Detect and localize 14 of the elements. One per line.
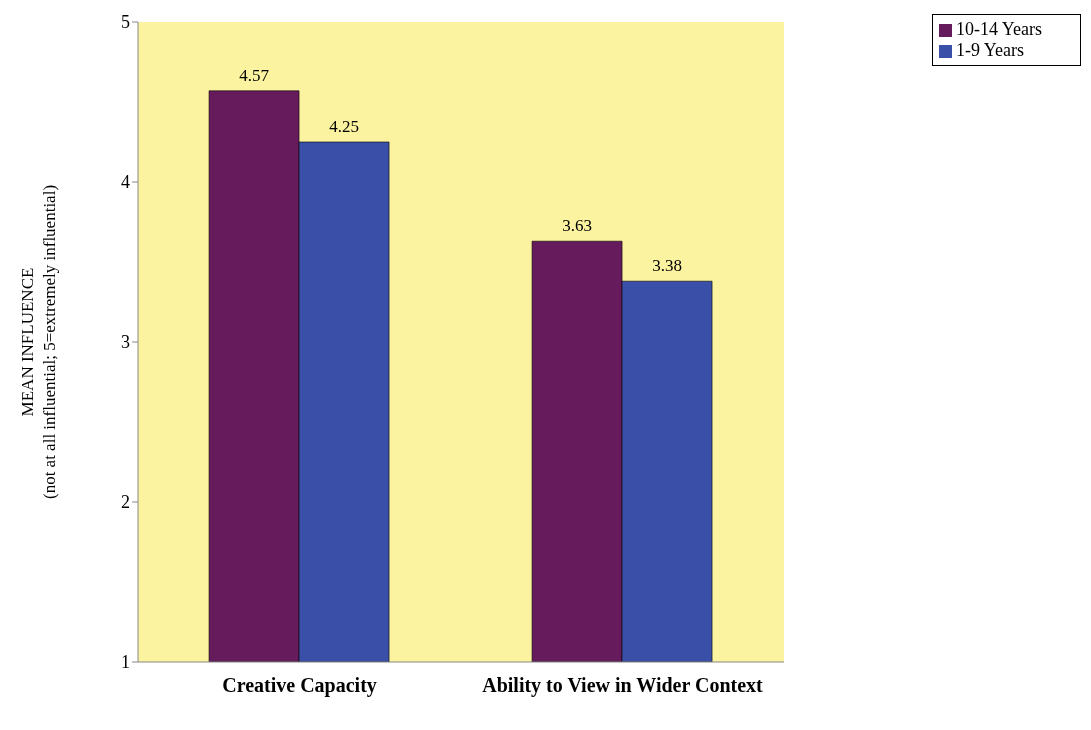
data-label: 3.63 xyxy=(562,216,592,236)
data-label: 3.38 xyxy=(652,256,682,276)
x-tick-label: Ability to View in Wider Context xyxy=(482,674,764,698)
data-label: 4.57 xyxy=(239,65,270,85)
y-tick-label: 5 xyxy=(121,12,130,33)
y-axis-title: MEAN INFLUENCE (not at all influential; 5=extremely influential) xyxy=(18,184,59,500)
data-label: 4.25 xyxy=(329,117,359,136)
y-tick-label: 2 xyxy=(121,492,130,513)
y-tick-label: 1 xyxy=(121,652,130,673)
legend-label: 10-14 Years xyxy=(956,19,1043,39)
x-tick-label: Creative Capacity xyxy=(222,674,377,698)
y-tick-label: 3 xyxy=(121,332,130,353)
y-tick-label: 4 xyxy=(121,172,130,193)
legend-label: 1-9 Years xyxy=(956,40,1025,60)
